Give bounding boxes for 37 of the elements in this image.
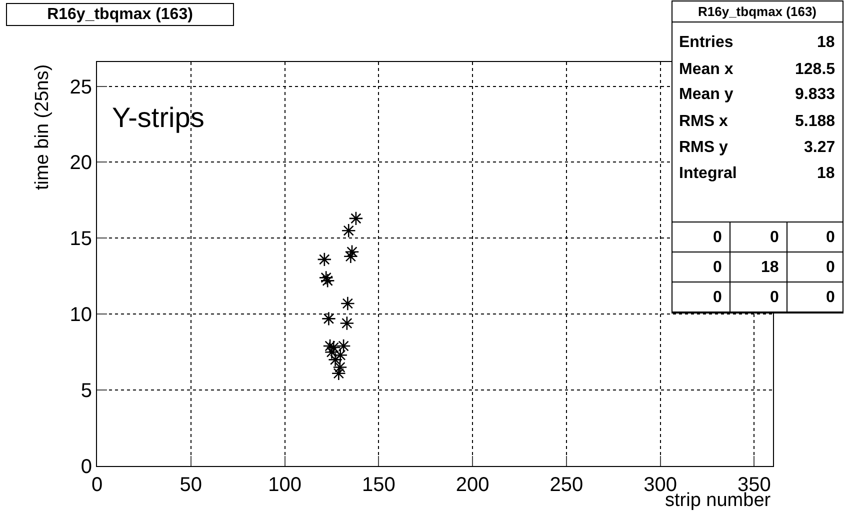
chart-title: R16y_tbqmax (163): [47, 6, 193, 23]
x-tick-label: 50: [180, 474, 202, 496]
annotation: Mean x: [679, 61, 734, 78]
annotation: 0: [713, 229, 722, 246]
x-tick-label: 100: [268, 474, 302, 496]
text: 0: [826, 229, 835, 246]
text: Entries: [679, 34, 734, 51]
text: 0: [826, 259, 835, 276]
y-tick-label: 10: [70, 304, 92, 326]
y-tick-label: 5: [80, 380, 92, 402]
text: 9.833: [795, 86, 836, 103]
text: 3.27: [804, 139, 836, 156]
text: R16y_tbqmax (163): [698, 4, 816, 19]
x-tick-label: 200: [456, 474, 490, 496]
annotation: 18: [761, 259, 779, 276]
annotation: Y-strips: [112, 102, 204, 133]
x-tick-label: 150: [362, 474, 396, 496]
annotation: RMS x: [679, 113, 728, 130]
x-tick-label: 250: [550, 474, 584, 496]
text: 0: [826, 289, 835, 306]
y-tick-label: 15: [70, 228, 92, 250]
text: 18: [817, 165, 835, 182]
annotation: 0: [770, 229, 779, 246]
y-tick-label: 25: [70, 76, 92, 98]
annotation: 0: [713, 289, 722, 306]
text: 18: [817, 34, 835, 51]
annotation: Mean y: [679, 86, 734, 103]
x-axis-title: strip number: [665, 490, 772, 511]
y-axis-title: time bin (25ns): [32, 64, 53, 190]
y-tick-label: 0: [80, 456, 92, 478]
annotation: 0: [713, 259, 722, 276]
text: 5.188: [795, 113, 836, 130]
y-tick-label: 20: [70, 152, 92, 174]
annotation: 0: [770, 289, 779, 306]
text: 128.5: [795, 61, 836, 78]
annotation: RMS y: [679, 139, 728, 156]
annotation: Integral: [679, 165, 737, 182]
